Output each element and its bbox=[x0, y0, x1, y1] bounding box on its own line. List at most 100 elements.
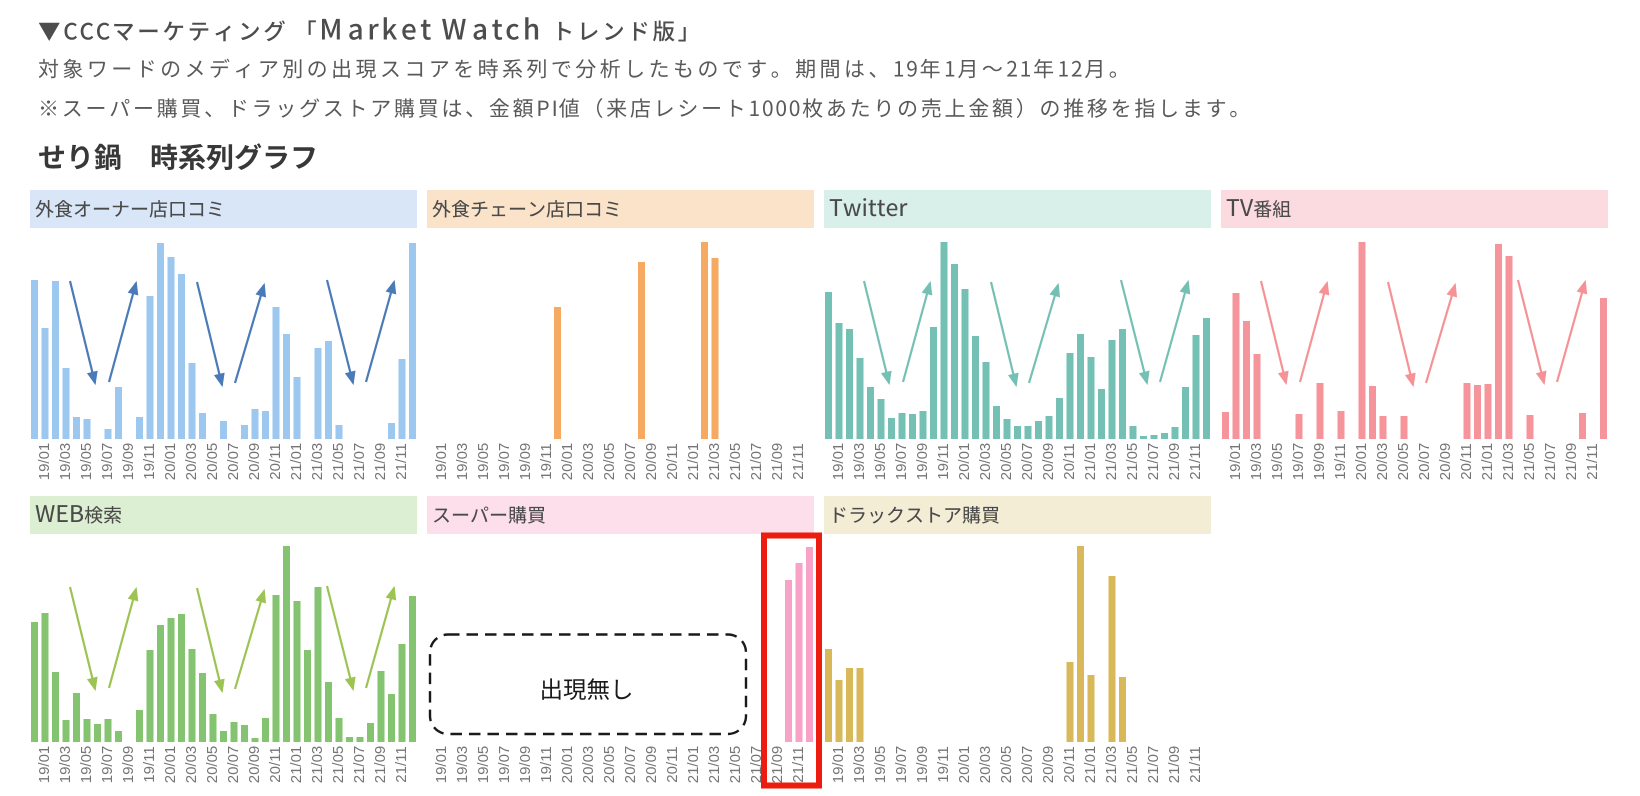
svg-text:21/03: 21/03 bbox=[706, 746, 723, 784]
svg-text:20/11: 20/11 bbox=[1061, 746, 1078, 782]
svg-text:20/01: 20/01 bbox=[956, 443, 973, 481]
svg-text:19/07: 19/07 bbox=[496, 746, 513, 784]
svg-text:21/09: 21/09 bbox=[372, 746, 389, 784]
svg-text:20/07: 20/07 bbox=[1019, 443, 1036, 481]
svg-text:21/09: 21/09 bbox=[1166, 746, 1183, 784]
svg-text:19/03: 19/03 bbox=[57, 443, 74, 481]
svg-text:20/05: 20/05 bbox=[998, 746, 1015, 784]
svg-text:20/09: 20/09 bbox=[246, 746, 263, 784]
svg-text:19/03: 19/03 bbox=[851, 443, 868, 481]
svg-text:19/03: 19/03 bbox=[454, 746, 471, 784]
svg-text:19/03: 19/03 bbox=[57, 746, 74, 784]
svg-text:20/03: 20/03 bbox=[580, 746, 597, 784]
svg-text:20/11: 20/11 bbox=[664, 443, 681, 479]
svg-text:20/05: 20/05 bbox=[601, 443, 618, 481]
svg-text:19/09: 19/09 bbox=[517, 746, 534, 784]
svg-text:20/05: 20/05 bbox=[601, 746, 618, 784]
svg-text:19/05: 19/05 bbox=[872, 443, 889, 481]
svg-text:21/11: 21/11 bbox=[1584, 443, 1601, 479]
svg-text:21/03: 21/03 bbox=[309, 443, 326, 481]
svg-text:21/01: 21/01 bbox=[685, 746, 702, 784]
svg-text:20/05: 20/05 bbox=[1395, 443, 1412, 481]
svg-text:19/05: 19/05 bbox=[1269, 443, 1286, 481]
svg-text:20/03: 20/03 bbox=[977, 443, 994, 481]
svg-text:21/07: 21/07 bbox=[748, 746, 765, 784]
svg-text:19/09: 19/09 bbox=[120, 443, 137, 481]
svg-text:20/03: 20/03 bbox=[977, 746, 994, 784]
svg-text:20/01: 20/01 bbox=[162, 443, 179, 481]
svg-text:20/01: 20/01 bbox=[559, 443, 576, 481]
svg-text:20/11: 20/11 bbox=[664, 746, 681, 782]
svg-text:19/09: 19/09 bbox=[120, 746, 137, 784]
svg-text:19/07: 19/07 bbox=[893, 746, 910, 784]
svg-text:19/03: 19/03 bbox=[454, 443, 471, 481]
svg-text:19/09: 19/09 bbox=[914, 443, 931, 481]
svg-text:21/09: 21/09 bbox=[1563, 443, 1580, 481]
svg-text:21/07: 21/07 bbox=[351, 443, 368, 481]
svg-text:20/05: 20/05 bbox=[998, 443, 1015, 481]
svg-text:19/05: 19/05 bbox=[78, 443, 95, 481]
svg-text:21/05: 21/05 bbox=[727, 443, 744, 481]
svg-text:21/03: 21/03 bbox=[706, 443, 723, 481]
svg-text:21/01: 21/01 bbox=[685, 443, 702, 481]
svg-text:19/01: 19/01 bbox=[433, 443, 450, 481]
svg-text:21/03: 21/03 bbox=[1500, 443, 1517, 481]
svg-text:19/07: 19/07 bbox=[893, 443, 910, 481]
svg-text:21/07: 21/07 bbox=[1542, 443, 1559, 481]
svg-text:20/05: 20/05 bbox=[204, 443, 221, 481]
svg-text:20/03: 20/03 bbox=[1374, 443, 1391, 481]
svg-text:20/09: 20/09 bbox=[1040, 746, 1057, 784]
svg-text:19/03: 19/03 bbox=[1248, 443, 1265, 481]
svg-text:21/09: 21/09 bbox=[1166, 443, 1183, 481]
svg-text:19/01: 19/01 bbox=[36, 746, 53, 784]
svg-text:20/01: 20/01 bbox=[162, 746, 179, 784]
svg-text:20/09: 20/09 bbox=[643, 746, 660, 784]
svg-text:21/05: 21/05 bbox=[330, 746, 347, 784]
svg-text:19/03: 19/03 bbox=[851, 746, 868, 784]
svg-text:21/05: 21/05 bbox=[1124, 443, 1141, 481]
svg-text:21/03: 21/03 bbox=[1103, 443, 1120, 481]
svg-text:19/11: 19/11 bbox=[935, 746, 952, 782]
svg-text:20/07: 20/07 bbox=[225, 443, 242, 481]
svg-text:19/11: 19/11 bbox=[1332, 443, 1349, 479]
svg-text:20/09: 20/09 bbox=[1437, 443, 1454, 481]
svg-text:21/11: 21/11 bbox=[393, 443, 410, 479]
svg-text:20/07: 20/07 bbox=[622, 746, 639, 784]
svg-text:21/01: 21/01 bbox=[1479, 443, 1496, 481]
svg-text:19/05: 19/05 bbox=[872, 746, 889, 784]
svg-text:19/11: 19/11 bbox=[141, 746, 158, 782]
svg-text:21/01: 21/01 bbox=[1082, 443, 1099, 481]
svg-text:19/01: 19/01 bbox=[1227, 443, 1244, 481]
svg-text:21/09: 21/09 bbox=[769, 746, 786, 784]
svg-text:21/07: 21/07 bbox=[748, 443, 765, 481]
svg-text:21/07: 21/07 bbox=[1145, 443, 1162, 481]
svg-text:20/09: 20/09 bbox=[246, 443, 263, 481]
svg-text:20/07: 20/07 bbox=[622, 443, 639, 481]
svg-text:20/07: 20/07 bbox=[225, 746, 242, 784]
svg-text:19/11: 19/11 bbox=[538, 746, 555, 782]
svg-text:20/11: 20/11 bbox=[267, 746, 284, 782]
svg-text:21/05: 21/05 bbox=[1521, 443, 1538, 481]
svg-text:21/01: 21/01 bbox=[288, 443, 305, 481]
svg-text:21/07: 21/07 bbox=[351, 746, 368, 784]
svg-text:20/03: 20/03 bbox=[580, 443, 597, 481]
svg-text:19/01: 19/01 bbox=[830, 746, 847, 784]
svg-text:19/05: 19/05 bbox=[78, 746, 95, 784]
svg-text:21/01: 21/01 bbox=[288, 746, 305, 784]
svg-text:21/03: 21/03 bbox=[1103, 746, 1120, 784]
svg-text:20/05: 20/05 bbox=[204, 746, 221, 784]
svg-text:19/05: 19/05 bbox=[475, 746, 492, 784]
svg-text:21/11: 21/11 bbox=[790, 746, 807, 782]
svg-text:21/11: 21/11 bbox=[790, 443, 807, 479]
svg-text:20/09: 20/09 bbox=[643, 443, 660, 481]
svg-text:19/07: 19/07 bbox=[1290, 443, 1307, 481]
svg-text:19/09: 19/09 bbox=[914, 746, 931, 784]
svg-text:19/01: 19/01 bbox=[433, 746, 450, 784]
svg-text:21/07: 21/07 bbox=[1145, 746, 1162, 784]
svg-text:19/09: 19/09 bbox=[1311, 443, 1328, 481]
svg-text:21/05: 21/05 bbox=[1124, 746, 1141, 784]
svg-text:21/05: 21/05 bbox=[330, 443, 347, 481]
svg-text:21/01: 21/01 bbox=[1082, 746, 1099, 784]
svg-text:20/03: 20/03 bbox=[183, 746, 200, 784]
svg-text:21/03: 21/03 bbox=[309, 746, 326, 784]
